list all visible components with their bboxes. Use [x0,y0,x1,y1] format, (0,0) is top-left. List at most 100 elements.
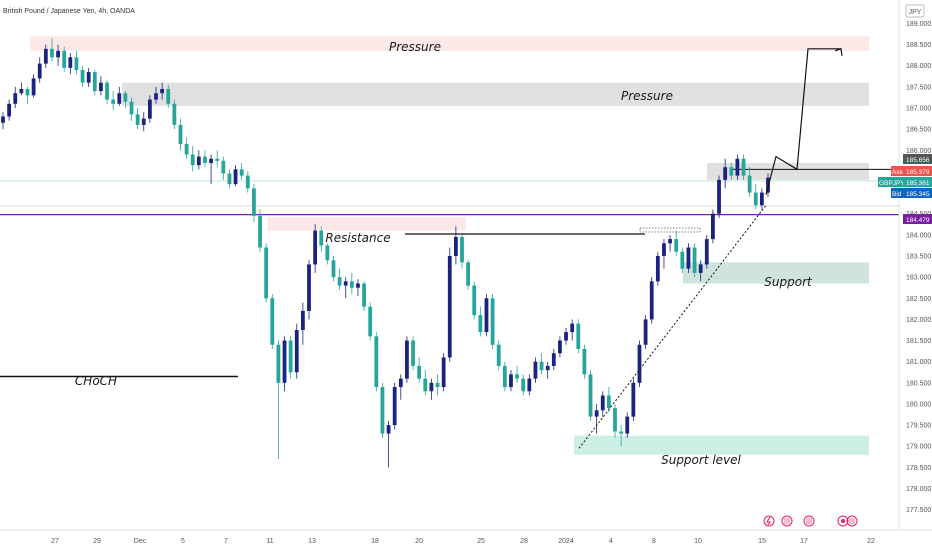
candle[interactable] [209,154,213,185]
candle[interactable] [711,209,715,244]
candle[interactable] [190,146,195,172]
flag-icon[interactable] [803,515,815,527]
candle[interactable] [337,268,342,290]
candle[interactable] [698,260,703,282]
candle[interactable] [484,294,489,337]
candle[interactable] [759,188,764,210]
candle[interactable] [19,82,24,96]
candle[interactable] [686,243,691,273]
candle[interactable] [588,370,593,421]
candle[interactable] [613,403,617,438]
candle[interactable] [380,382,385,438]
candle[interactable] [368,302,373,341]
candle[interactable] [680,247,685,273]
candle[interactable] [704,234,709,269]
candle[interactable] [655,251,660,286]
candle[interactable] [270,294,275,349]
candle[interactable] [753,184,758,210]
candle[interactable] [343,277,348,299]
candle[interactable] [62,46,67,73]
candle[interactable] [405,336,409,383]
candle[interactable] [735,154,740,180]
candle[interactable] [37,57,42,83]
candle[interactable] [594,403,599,434]
flag-icon[interactable] [781,515,793,527]
candle[interactable] [300,302,305,345]
candle[interactable] [741,154,746,180]
candle[interactable] [92,69,97,96]
candle[interactable] [374,332,379,392]
currency-button[interactable] [905,4,925,18]
candle[interactable] [307,260,311,320]
candle[interactable] [331,255,336,282]
candle[interactable] [233,165,238,187]
candle[interactable] [729,162,734,180]
candle[interactable] [264,243,269,303]
candle[interactable] [747,167,752,197]
candle[interactable] [362,281,366,311]
candle[interactable] [631,378,636,421]
candle[interactable] [154,86,158,104]
candle[interactable] [545,361,550,379]
candle[interactable] [643,315,648,349]
candle[interactable] [398,374,403,400]
candle[interactable] [147,95,152,123]
candle[interactable] [99,76,103,96]
candle[interactable] [294,323,299,379]
candle[interactable] [178,118,183,151]
candle[interactable] [221,156,226,180]
candle[interactable] [453,226,458,265]
candle[interactable] [564,327,568,345]
candle[interactable] [13,86,18,109]
candle[interactable] [203,150,207,168]
candle[interactable] [668,234,672,252]
candle[interactable] [74,50,79,75]
candle[interactable] [558,336,562,358]
candle[interactable] [349,272,354,295]
candle[interactable] [478,306,483,337]
candle[interactable] [50,38,54,62]
candle[interactable] [472,281,477,320]
candle[interactable] [356,279,360,297]
candle[interactable] [1,112,5,130]
candle[interactable] [637,340,642,388]
candle[interactable] [435,374,440,396]
candle[interactable] [447,247,452,362]
candle[interactable] [717,175,721,218]
candle[interactable] [417,357,422,383]
candle[interactable] [313,224,318,273]
candle[interactable] [123,91,128,109]
candle[interactable] [527,374,532,396]
candle[interactable] [25,86,30,104]
candle[interactable] [466,260,471,290]
candle[interactable] [423,370,428,396]
candle[interactable] [135,108,140,130]
candle[interactable] [606,387,611,413]
candle[interactable] [56,44,60,66]
price-axis[interactable]: 189.000 188.500 188.000 187.500 187.000 186.5… [906,21,931,514]
candle[interactable] [723,158,728,189]
candle[interactable] [490,294,495,349]
candle[interactable] [282,336,287,392]
candle[interactable] [502,361,507,392]
candle[interactable] [649,277,654,324]
candle[interactable] [141,112,146,132]
candle[interactable] [43,44,48,68]
candle[interactable] [521,374,526,396]
candle[interactable] [570,319,575,341]
candle[interactable] [386,420,391,468]
candle[interactable] [160,82,165,100]
candle[interactable] [619,425,624,447]
candle[interactable] [258,209,262,252]
candle[interactable] [509,370,513,392]
candle[interactable] [111,91,116,111]
candle[interactable] [325,243,330,265]
candle[interactable] [319,226,324,252]
symbol-title[interactable]: British Pound / Japanese Yen, 4h, OANDA [3,8,135,15]
candle[interactable] [7,99,12,121]
candle[interactable] [105,80,109,104]
candle[interactable] [129,97,134,121]
candle[interactable] [496,340,501,371]
candle[interactable] [582,344,587,379]
